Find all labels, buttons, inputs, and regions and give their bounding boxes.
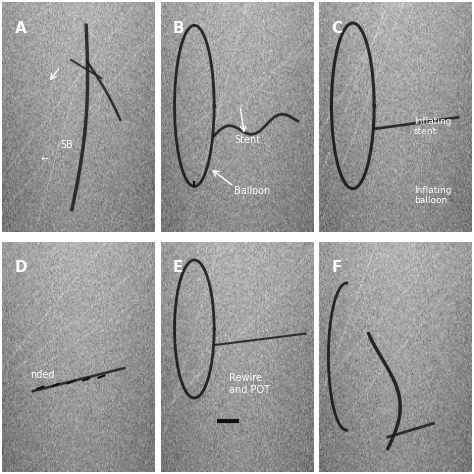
Text: E: E	[173, 260, 183, 275]
Text: Rewire
and POT: Rewire and POT	[229, 374, 270, 395]
Text: ←: ←	[40, 154, 48, 164]
Text: F: F	[331, 260, 342, 275]
Text: Inflating
stent: Inflating stent	[414, 117, 451, 137]
Text: Stent: Stent	[234, 136, 260, 146]
Text: Balloon: Balloon	[234, 186, 270, 196]
Text: A: A	[15, 21, 27, 36]
Text: B: B	[173, 21, 185, 36]
Text: C: C	[331, 21, 343, 36]
Text: D: D	[15, 260, 27, 275]
Text: nded: nded	[30, 370, 55, 380]
Text: SB: SB	[60, 140, 73, 150]
Text: Inflating
balloon: Inflating balloon	[414, 186, 451, 205]
